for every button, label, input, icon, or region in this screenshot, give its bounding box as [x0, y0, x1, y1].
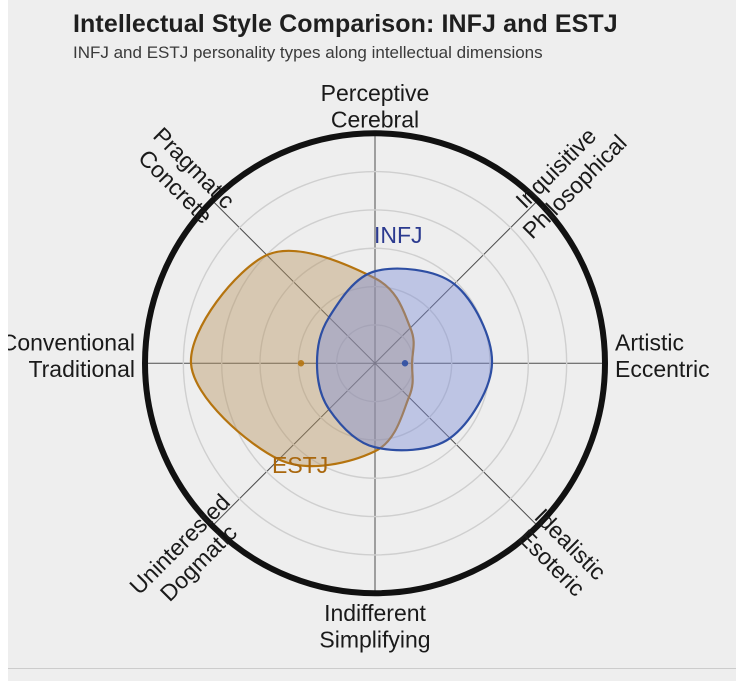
svg-text:UninterestedDogmatic: UninterestedDogmatic	[124, 489, 253, 618]
svg-text:PragmaticConcrete: PragmaticConcrete	[130, 122, 240, 232]
svg-text:InquisitivePhilosophical: InquisitivePhilosophical	[499, 111, 632, 244]
svg-text:IdealisticEsoteric: IdealisticEsoteric	[511, 503, 611, 603]
